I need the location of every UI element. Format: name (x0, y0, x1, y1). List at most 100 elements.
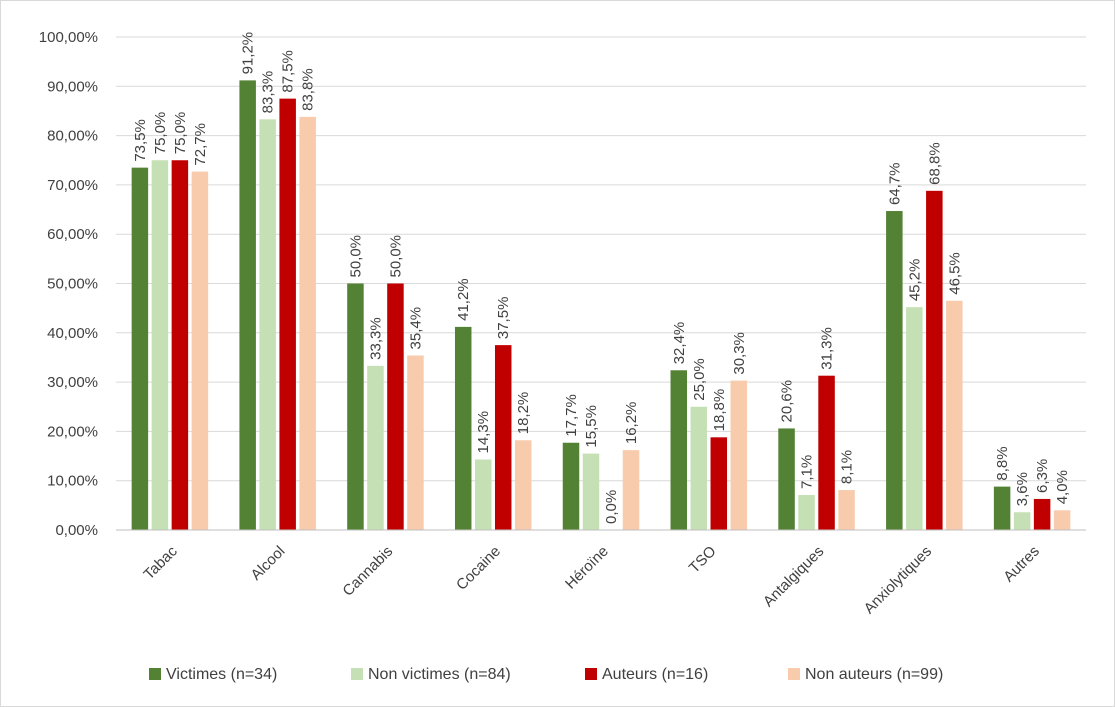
data-label: 8,1% (839, 450, 856, 484)
data-label: 41,2% (455, 278, 472, 321)
y-tick-label: 100,00% (39, 29, 98, 46)
bar (131, 167, 149, 530)
data-label: 25,0% (691, 358, 708, 401)
legend-swatch (149, 668, 161, 680)
data-label: 17,7% (563, 394, 580, 437)
x-tick-label: Héroïne (562, 543, 612, 593)
data-label: 18,2% (515, 392, 532, 435)
x-tick-label: Antalgiques (760, 543, 827, 610)
data-label: 45,2% (906, 259, 923, 302)
bar (259, 119, 276, 531)
data-label: 15,5% (583, 405, 600, 448)
bar (387, 283, 404, 530)
data-label: 64,7% (886, 162, 903, 205)
bar (670, 370, 688, 530)
bar (279, 98, 296, 530)
bar (367, 365, 384, 530)
bar (151, 160, 169, 530)
bar (582, 453, 600, 530)
bar (562, 442, 580, 530)
data-label: 83,3% (260, 71, 277, 114)
data-label: 33,3% (367, 317, 384, 360)
x-tick-label: Alcool (248, 543, 289, 584)
bar (407, 355, 424, 530)
x-tick-label: Cannabis (339, 543, 396, 600)
bar (474, 459, 492, 530)
data-label: 72,7% (192, 123, 209, 166)
bar (1053, 510, 1071, 530)
bar (993, 486, 1011, 530)
data-label: 4,0% (1054, 470, 1071, 504)
y-tick-label: 0,00% (55, 522, 98, 539)
data-label: 8,8% (994, 446, 1011, 480)
data-label: 50,0% (347, 235, 364, 278)
bar (239, 80, 256, 530)
y-tick-label: 80,00% (47, 128, 98, 145)
data-label: 91,2% (240, 32, 257, 75)
bar (710, 437, 728, 530)
data-label: 73,5% (132, 119, 149, 162)
bar (818, 375, 835, 530)
data-label: 31,3% (819, 327, 836, 370)
legend-label: Non auteurs (n=99) (805, 666, 943, 683)
x-tick-label: Anxiolytiques (861, 543, 936, 618)
bar (886, 211, 903, 531)
data-label: 0,0% (603, 490, 620, 524)
x-tick-label: Autres (1000, 543, 1043, 586)
data-label: 30,3% (731, 332, 748, 375)
x-tick-label: TSO (686, 543, 720, 577)
bar (171, 160, 189, 530)
y-tick-label: 90,00% (47, 78, 98, 95)
bar (730, 380, 748, 530)
data-label: 50,0% (387, 235, 404, 278)
legend: Victimes (n=34) Non victimes (n=84) Auteur… (149, 666, 943, 683)
bar (514, 440, 532, 530)
data-label: 46,5% (946, 252, 963, 295)
data-labels: 73,5% 75,0% 75,0% 72,7%91,2%83,3% 87,5% 83,8%… (132, 32, 1071, 524)
legend-swatch (585, 668, 597, 680)
data-label: 83,8% (300, 68, 317, 111)
y-tick-label: 20,00% (47, 423, 98, 440)
x-tick-label: Cocaine (453, 543, 504, 594)
y-axis-ticks: 0,00% 10,00% 20,00% 30,00% 40,00% 50,00% 60,00… (39, 29, 98, 539)
bar (454, 326, 472, 530)
y-tick-label: 10,00% (47, 473, 98, 490)
bar (906, 307, 923, 530)
bar (347, 283, 364, 530)
data-label: 37,5% (495, 297, 512, 340)
data-label: 35,4% (407, 307, 424, 350)
bars (131, 80, 1071, 531)
data-label: 87,5% (280, 50, 297, 93)
data-label: 20,6% (779, 380, 796, 423)
bar (1033, 498, 1051, 530)
bar (690, 406, 708, 530)
bar (946, 300, 963, 530)
data-label: 68,8% (926, 142, 943, 185)
data-label: 18,8% (711, 389, 728, 432)
data-label: 14,3% (475, 411, 492, 454)
data-label: 6,3% (1034, 459, 1051, 493)
y-tick-label: 60,00% (47, 226, 98, 243)
data-label: 7,1% (799, 455, 816, 489)
y-tick-label: 70,00% (47, 177, 98, 194)
bar (778, 428, 795, 530)
y-tick-label: 30,00% (47, 374, 98, 391)
bar (1013, 512, 1031, 530)
bar (299, 116, 316, 530)
data-label: 3,6% (1014, 472, 1031, 506)
legend-label: Non victimes (n=84) (368, 666, 511, 683)
bar (838, 490, 855, 530)
data-label: 32,4% (671, 322, 688, 365)
legend-label: Auteurs (n=16) (602, 666, 708, 683)
bar (798, 494, 815, 530)
data-label: 16,2% (623, 402, 640, 445)
data-label: 75,0% (172, 112, 189, 155)
gridlines (116, 36, 1086, 482)
bar (494, 345, 512, 530)
x-axis-ticks: Tabac Alcool Cannabis Cocaine Héroïne TSO Anta… (140, 542, 1043, 617)
bar (926, 190, 943, 531)
bar (191, 171, 209, 531)
x-tick-label: Tabac (140, 542, 181, 583)
legend-swatch (351, 668, 363, 680)
